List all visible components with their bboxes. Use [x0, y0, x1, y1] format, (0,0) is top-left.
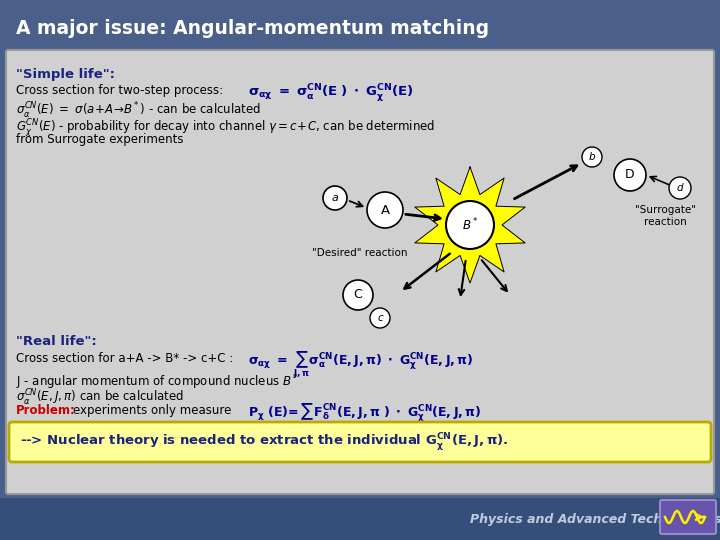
Text: D: D — [625, 168, 635, 181]
Text: $\sigma_\alpha^{CN}(E,J,\pi)$ can be calculated: $\sigma_\alpha^{CN}(E,J,\pi)$ can be cal… — [16, 388, 184, 408]
FancyBboxPatch shape — [9, 422, 711, 462]
FancyBboxPatch shape — [6, 50, 714, 494]
Text: $G^{CN}_{\chi}(E)$ - probability for decay into channel $\gamma = c\!+\!C$, can : $G^{CN}_{\chi}(E)$ - probability for dec… — [16, 117, 435, 139]
Text: $\mathbf{P_\chi\ (E)\!=\!\sum_{J,\pi}F_\delta^{CN}(E,J,\pi\ )\ \cdot\ G^{CN}_{\c: $\mathbf{P_\chi\ (E)\!=\!\sum_{J,\pi}F_\… — [248, 401, 482, 433]
Text: Physics and Advanced Technologies: Physics and Advanced Technologies — [470, 512, 720, 525]
Text: Problem:: Problem: — [16, 404, 76, 417]
Circle shape — [343, 280, 373, 310]
Text: "Simple life":: "Simple life": — [16, 68, 115, 81]
Text: experiments only measure: experiments only measure — [73, 404, 231, 417]
Circle shape — [614, 159, 646, 191]
Circle shape — [323, 186, 347, 210]
Circle shape — [446, 201, 494, 249]
Text: Cross section for two-step process:: Cross section for two-step process: — [16, 84, 223, 97]
Circle shape — [669, 177, 691, 199]
Text: from Surrogate experiments: from Surrogate experiments — [16, 133, 184, 146]
Text: $\mathbf{\sigma_{\alpha\chi}\ =\ \sigma_\alpha^{CN}(E\ )\ \cdot\ G^{CN}_{\chi}(E: $\mathbf{\sigma_{\alpha\chi}\ =\ \sigma_… — [248, 82, 414, 104]
Text: c: c — [377, 313, 383, 323]
Circle shape — [582, 147, 602, 167]
Text: $B^*$: $B^*$ — [462, 217, 478, 233]
Text: "Surrogate"
reaction: "Surrogate" reaction — [634, 205, 696, 227]
Text: $\mathbf{\sigma_{\alpha\chi}\ =\ \sum_{J,\pi}\sigma_\alpha^{CN}(E,J,\pi)\ \cdot\: $\mathbf{\sigma_{\alpha\chi}\ =\ \sum_{J… — [248, 349, 474, 381]
Text: A: A — [380, 204, 390, 217]
Text: $\sigma_\alpha^{CN}(E)\ =\ \sigma(a\!+\!A\!\rightarrow\! B^*)$ - can be calculat: $\sigma_\alpha^{CN}(E)\ =\ \sigma(a\!+\!… — [16, 101, 261, 121]
Circle shape — [370, 308, 390, 328]
Text: a: a — [332, 193, 338, 203]
Text: b: b — [589, 152, 595, 162]
FancyBboxPatch shape — [660, 500, 716, 534]
Text: "Real life":: "Real life": — [16, 335, 96, 348]
Text: Cross section for a+A -> B* -> c+C :: Cross section for a+A -> B* -> c+C : — [16, 352, 233, 365]
Polygon shape — [415, 167, 525, 283]
Text: "Desired" reaction: "Desired" reaction — [312, 248, 408, 258]
Text: J - angular momentum of compound nucleus $B^*$: J - angular momentum of compound nucleus… — [16, 372, 299, 391]
Text: A major issue: Angular-momentum matching: A major issue: Angular-momentum matching — [16, 18, 489, 37]
FancyBboxPatch shape — [0, 0, 720, 48]
Circle shape — [367, 192, 403, 228]
Text: --> Nuclear theory is needed to extract the individual $\mathbf{G^{CN}_{\chi}(E,: --> Nuclear theory is needed to extract … — [20, 431, 508, 453]
Text: C: C — [354, 288, 362, 301]
FancyBboxPatch shape — [0, 498, 720, 540]
Text: d: d — [677, 183, 683, 193]
